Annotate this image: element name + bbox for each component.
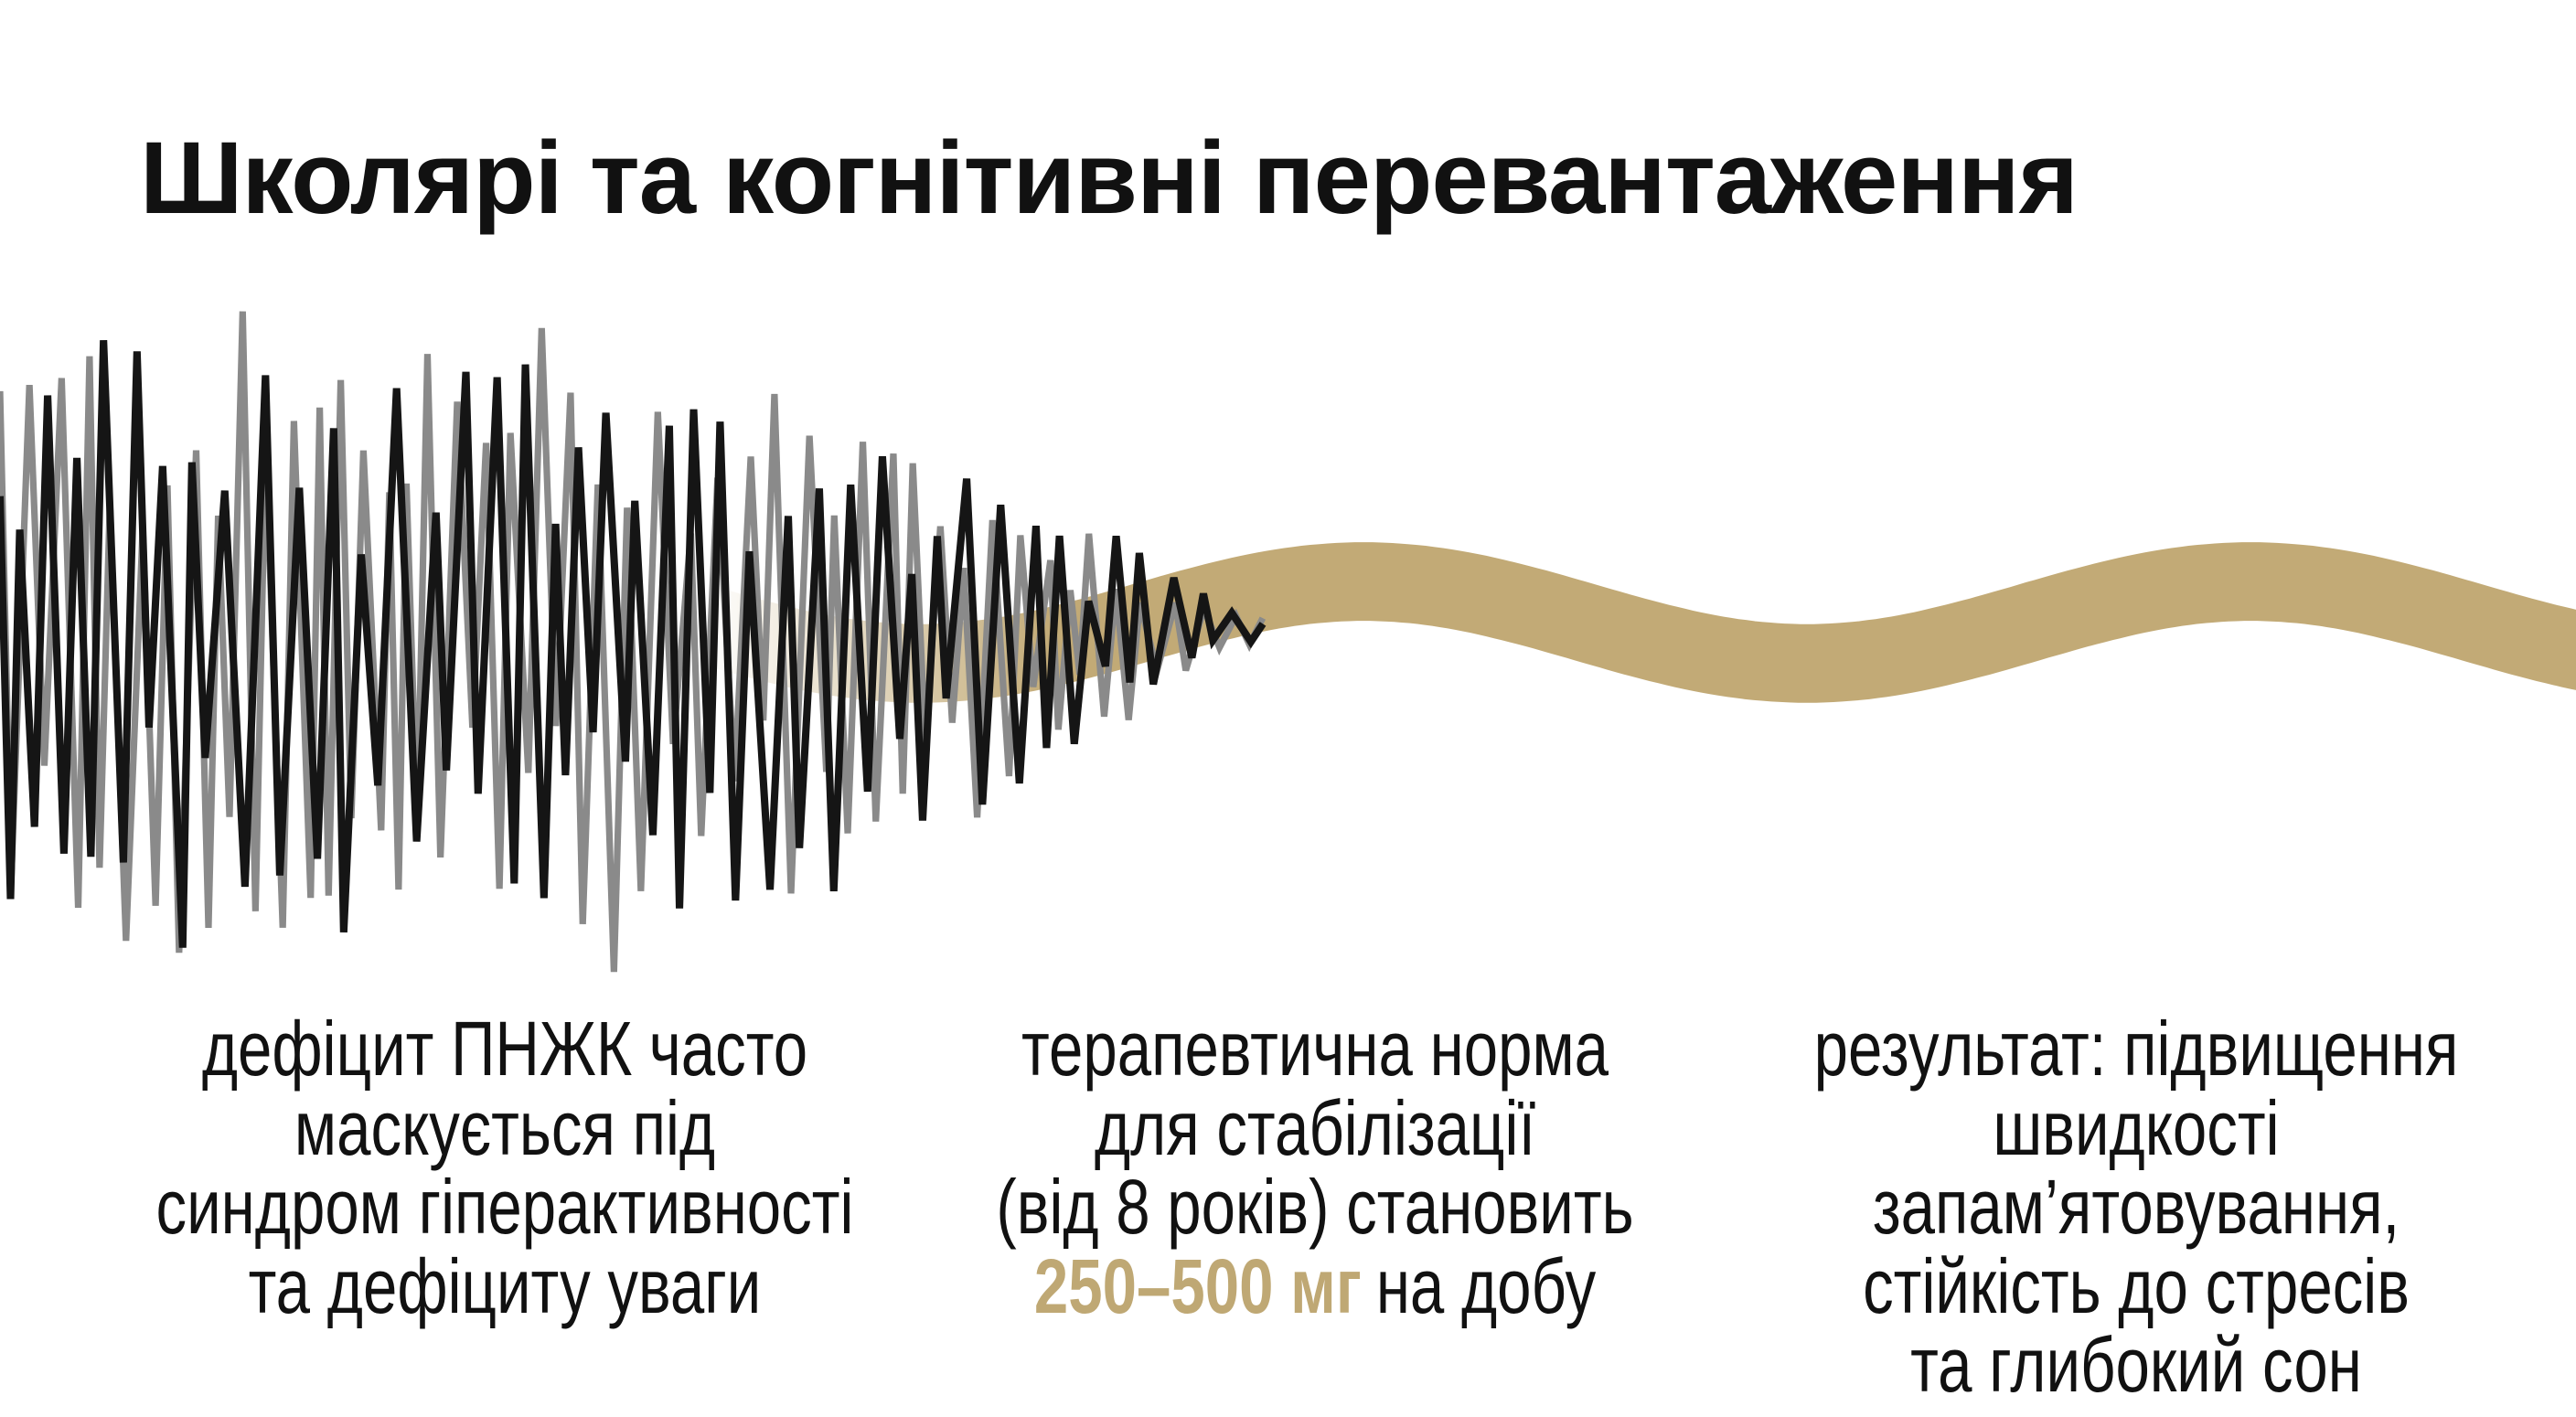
- text-line: для стабілізації: [1094, 1084, 1536, 1171]
- column-dose: терапевтична норма для стабілізації (від…: [913, 1009, 1717, 1326]
- text-line: та глибокий сон: [1910, 1322, 2362, 1408]
- text-line: маскується під: [294, 1084, 716, 1171]
- slide-title: Школярі та когнітивні перевантаження: [140, 121, 2079, 235]
- text-line: дефіцит ПНЖК часто: [201, 1006, 808, 1092]
- calm-wave: [695, 542, 2576, 703]
- column-result: результат: підвищення швидкості запам’ят…: [1734, 1009, 2539, 1405]
- text-line: терапевтична норма: [1021, 1006, 1609, 1092]
- text-line: швидкості: [1993, 1084, 2280, 1171]
- text-line: та дефіциту уваги: [248, 1242, 762, 1329]
- noise-line-black: [0, 340, 1267, 948]
- column-deficit: дефіцит ПНЖК часто маскується під синдро…: [102, 1009, 907, 1326]
- text-fragment: на добу: [1375, 1242, 1597, 1329]
- text-line: стійкість до стресів: [1863, 1242, 2410, 1329]
- text-line: (від 8 років) становить: [996, 1164, 1634, 1250]
- text-line: 250–500 мг на добу: [913, 1246, 1717, 1326]
- text-line: синдром гіперактивності: [155, 1164, 854, 1250]
- text-line: запам’ятовування,: [1872, 1164, 2400, 1250]
- dose-highlight: 250–500 мг: [1033, 1242, 1362, 1329]
- text-line: результат: підвищення: [1813, 1006, 2459, 1092]
